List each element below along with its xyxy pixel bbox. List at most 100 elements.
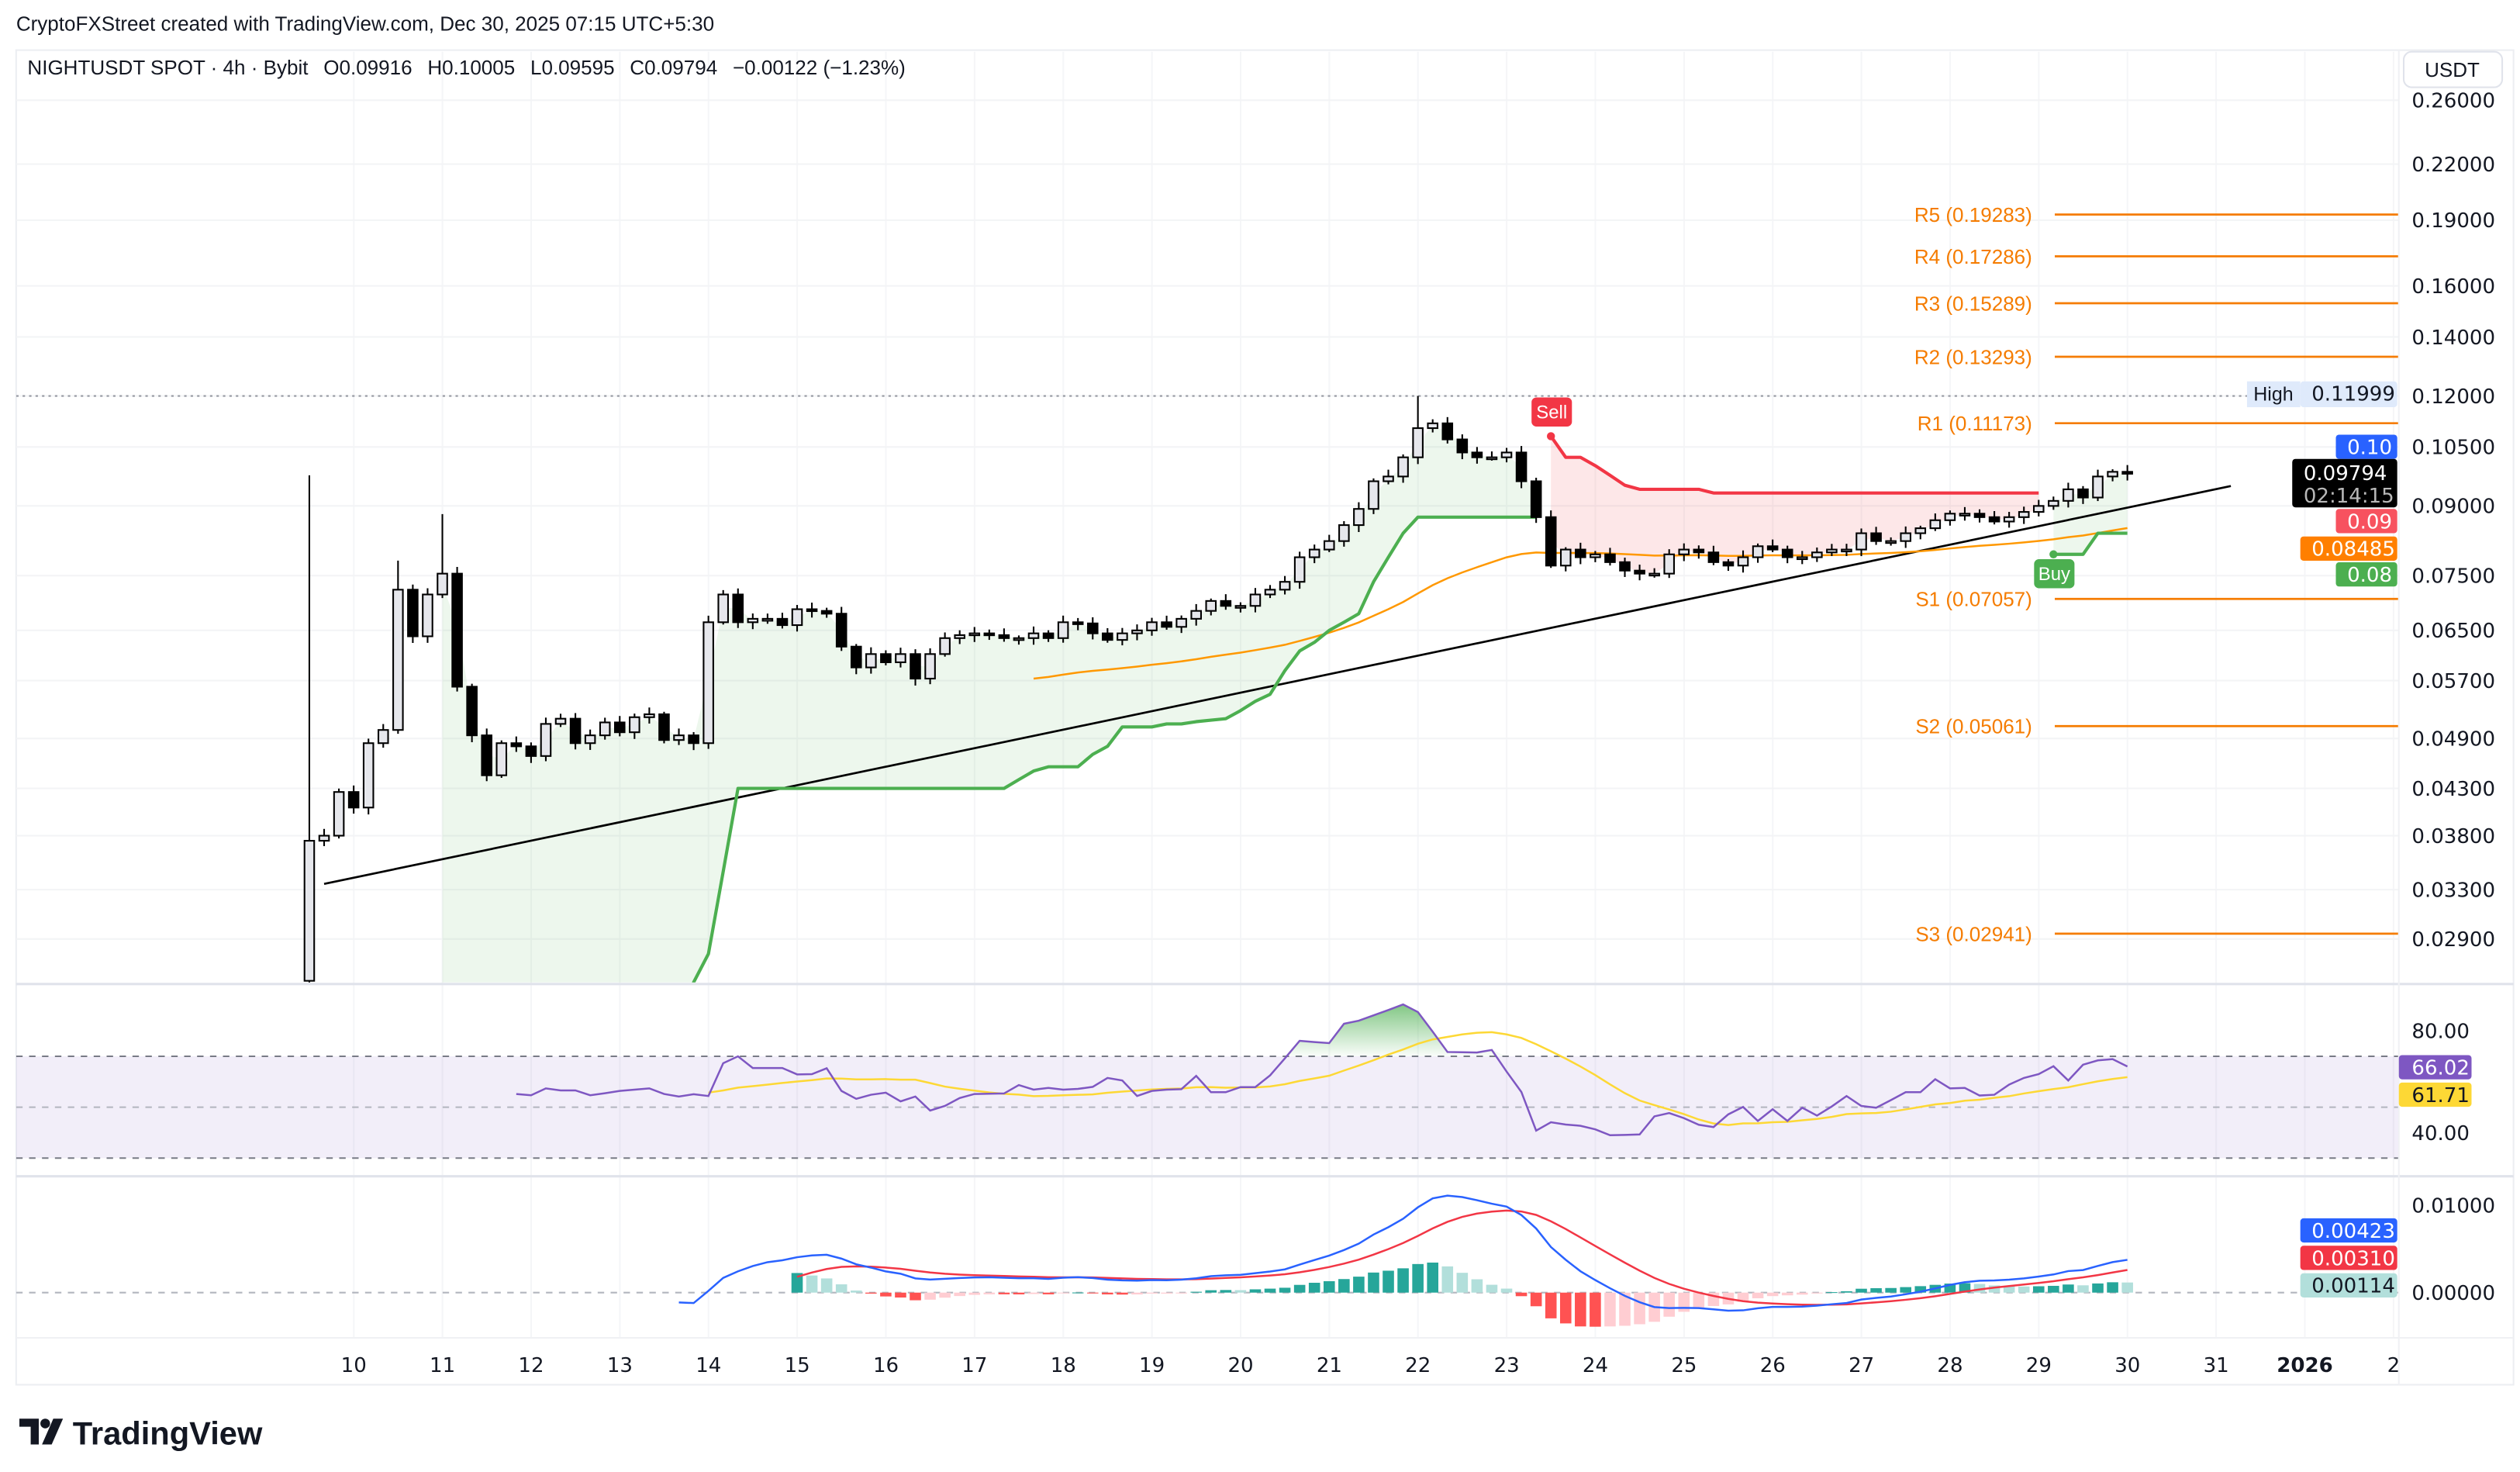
macd-histogram-bar: [1117, 1292, 1128, 1295]
candle: [1707, 545, 1720, 565]
pivot-label: R1 (0.11173): [1918, 412, 2032, 435]
macd-histogram-bar: [2092, 1283, 2104, 1293]
candle-body: [806, 608, 818, 613]
macd-histogram-bar: [1575, 1292, 1586, 1327]
candle-body: [2107, 471, 2118, 478]
legend-close: C0.09794: [630, 56, 717, 79]
high-label: High: [2253, 384, 2293, 406]
legend-high: H0.10005: [427, 56, 515, 79]
red-tag: 0.09: [2347, 510, 2392, 534]
candle: [1781, 545, 1793, 564]
candle-body: [2077, 488, 2089, 499]
macd-histogram-bar: [2121, 1282, 2133, 1293]
candle-body: [1619, 561, 1631, 572]
macd-histogram-bar: [1855, 1288, 1867, 1293]
candle-body: [776, 617, 789, 627]
candle-body: [1027, 632, 1040, 639]
price-axis[interactable]: 0.26000 0.22000 0.19000 0.16000 0.14000 0.120…: [2411, 90, 2495, 1306]
candle-body: [1102, 632, 1113, 641]
price-axis-label: 0.04900: [2411, 728, 2495, 752]
candle-body: [1944, 513, 1956, 521]
candle-body: [599, 721, 611, 737]
macd-histogram-bar: [1914, 1286, 1927, 1293]
candle-body: [1900, 532, 1911, 542]
candle: [2048, 496, 2059, 510]
time-axis[interactable]: 10 11 12 13 14 15 16 17 18 19 20 21 22 23 24 25 26 27 28 29…: [341, 1354, 2400, 1377]
candle-body: [1973, 513, 1986, 518]
candle-body: [1663, 553, 1676, 575]
candle-body: [1648, 572, 1660, 577]
candle: [820, 607, 833, 618]
macd-histogram-bar: [1323, 1280, 1335, 1293]
candle-body: [1590, 553, 1601, 558]
macd-pane[interactable]: [16, 1194, 2399, 1327]
rsi-line: [516, 1003, 2128, 1136]
macd-histogram-bar: [2077, 1285, 2089, 1293]
macd-histogram-bar: [1397, 1268, 1409, 1293]
macd-histogram-bar: [1234, 1290, 1247, 1293]
candle-body: [407, 589, 419, 638]
candle: [983, 629, 996, 641]
candle: [939, 632, 951, 657]
macd-histogram-bar: [910, 1292, 921, 1301]
macd-histogram-bar: [1205, 1290, 1217, 1293]
candle: [1604, 548, 1616, 566]
candle: [761, 613, 774, 624]
macd-histogram-bar: [2003, 1286, 2015, 1293]
candle: [1293, 551, 1306, 589]
price-tags: 0.10 0.09794 02:14:15 0.09 0.08485 0.08: [2292, 434, 2397, 587]
time-axis-label: 28: [1937, 1354, 1962, 1377]
candle: [1545, 510, 1557, 568]
candle-body: [1707, 551, 1720, 563]
macd-histogram-bar: [1604, 1292, 1616, 1327]
candle-body: [895, 653, 906, 663]
price-pane[interactable]: R5 (0.19283) R4 (0.17286) R3 (0.15289) R2 (…: [16, 203, 2399, 1081]
macd-histogram-bar: [1293, 1284, 1306, 1293]
macd-histogram-bar: [1057, 1292, 1069, 1294]
candle: [1220, 594, 1232, 610]
candle-body: [1515, 451, 1528, 482]
rsi-tags: 66.02 61.71: [2398, 1055, 2472, 1107]
rsi-ma-line: [708, 1031, 2128, 1126]
candle: [1559, 547, 1572, 572]
price-axis-label: 0.02900: [2411, 928, 2495, 952]
candle: [1471, 447, 1483, 464]
macd-histogram-bar: [968, 1292, 981, 1295]
candle-body: [1175, 617, 1187, 628]
price-axis-label: 0.04300: [2411, 778, 2495, 801]
macd-histogram-bar: [806, 1275, 818, 1293]
price-axis-label: 0.03300: [2411, 879, 2495, 902]
macd-histogram-bar: [1308, 1283, 1320, 1293]
green-tag: 0.08: [2347, 564, 2392, 587]
macd-histogram-bar: [1486, 1284, 1498, 1293]
candle: [1427, 419, 1439, 433]
candle-body: [968, 632, 981, 637]
candle-body: [1988, 516, 2000, 523]
candle-body: [1397, 456, 1409, 478]
candle: [1013, 635, 1025, 645]
candle: [806, 603, 818, 618]
candle: [1737, 550, 1749, 573]
candle-body: [392, 589, 404, 731]
macd-histogram-bar: [1663, 1292, 1675, 1317]
macd-histogram-bar: [1086, 1292, 1099, 1294]
candle-body: [333, 791, 345, 837]
last-price-tag-bg: [2292, 458, 2397, 508]
macd-histogram-bar: [850, 1291, 862, 1293]
rsi-pane[interactable]: [16, 1003, 2399, 1159]
currency-button[interactable]: USDT: [2402, 50, 2504, 88]
legend-symbol[interactable]: NIGHTUSDT SPOT · 4h · Bybit: [27, 56, 309, 79]
tradingview-logo[interactable]: TradingView: [19, 1415, 263, 1452]
macd-histogram-bar: [1102, 1292, 1113, 1295]
macd-histogram-bar: [1161, 1292, 1172, 1294]
macd-histogram-bar: [1826, 1292, 1838, 1294]
candle-body: [584, 734, 596, 745]
macd-histogram-bar: [791, 1273, 803, 1293]
time-axis-label: 17: [961, 1354, 987, 1377]
macd-histogram-bar: [1885, 1287, 1897, 1293]
candle-body: [658, 713, 670, 741]
candle: [2107, 469, 2118, 482]
price-axis-label: 0.10500: [2411, 437, 2495, 460]
candle: [954, 630, 965, 644]
